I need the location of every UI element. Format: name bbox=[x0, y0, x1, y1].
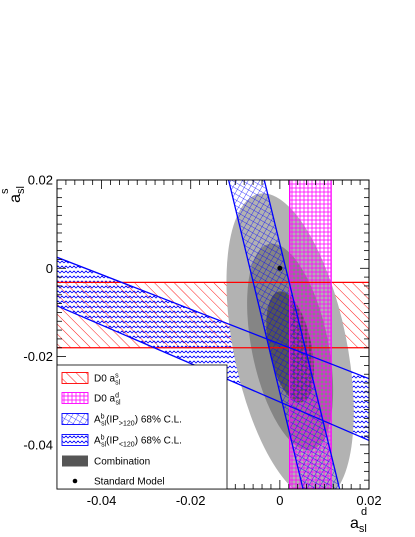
band-ip-gt120-fill bbox=[228, 180, 340, 489]
legend-box bbox=[56, 364, 228, 490]
legend-label-combination: Combination bbox=[94, 457, 150, 468]
legend-swatch-ip-lt120 bbox=[61, 434, 89, 446]
x-tick-label: 0 bbox=[276, 493, 283, 508]
legend-swatch-combination bbox=[62, 455, 88, 467]
standard-model-point bbox=[277, 265, 283, 271]
x-axis-label: asl bbox=[350, 515, 367, 535]
legend-label-ip-lt120: Ab sl(IP<120) 68% C.L. bbox=[94, 435, 182, 449]
legend-label-d0-asls: D0 as sl bbox=[94, 373, 121, 387]
legend-label-ip-gt120: Ab sl(IP>120) 68% C.L. bbox=[94, 414, 182, 428]
band-ip-gt120-right-edge bbox=[263, 180, 341, 489]
legend-swatch-d0-asld bbox=[61, 392, 89, 404]
band-ip-lt120-upper-edge bbox=[57, 256, 369, 380]
band-ip-gt120-left-edge bbox=[227, 180, 304, 489]
legend-marker-standard-model bbox=[72, 478, 78, 484]
legend: D0 as sl D0 ad sl Ab sl(IP>120) 68% C.L. Ab sl(… bbox=[56, 364, 228, 490]
x-tick-label: 0.02 bbox=[356, 493, 381, 508]
y-tick-label: 0.02 bbox=[28, 173, 53, 188]
points-layer bbox=[277, 265, 283, 271]
x-tick-label: -0.02 bbox=[176, 493, 206, 508]
legend-label-d0-asld: D0 ad sl bbox=[94, 393, 121, 407]
y-axis-label: asl bbox=[7, 186, 27, 203]
legend-swatch-d0-asls bbox=[61, 372, 89, 384]
legend-swatch-ip-gt120 bbox=[61, 413, 89, 425]
y-axis-label-sup: s bbox=[0, 188, 11, 194]
axes-layer: -0.04 -0.02 0 0.02 -0.04 -0.02 0 0.02 bbox=[23, 173, 381, 509]
legend-label-standard-model: Standard Model bbox=[94, 477, 165, 488]
x-axis-label-sup: d bbox=[361, 506, 367, 518]
x-tick-label: -0.04 bbox=[87, 493, 117, 508]
plot-area bbox=[57, 180, 369, 489]
y-tick-label: -0.04 bbox=[23, 437, 53, 452]
y-tick-label: -0.02 bbox=[23, 349, 53, 364]
bands-front-layer bbox=[57, 180, 369, 489]
y-tick-label: 0 bbox=[46, 261, 53, 276]
